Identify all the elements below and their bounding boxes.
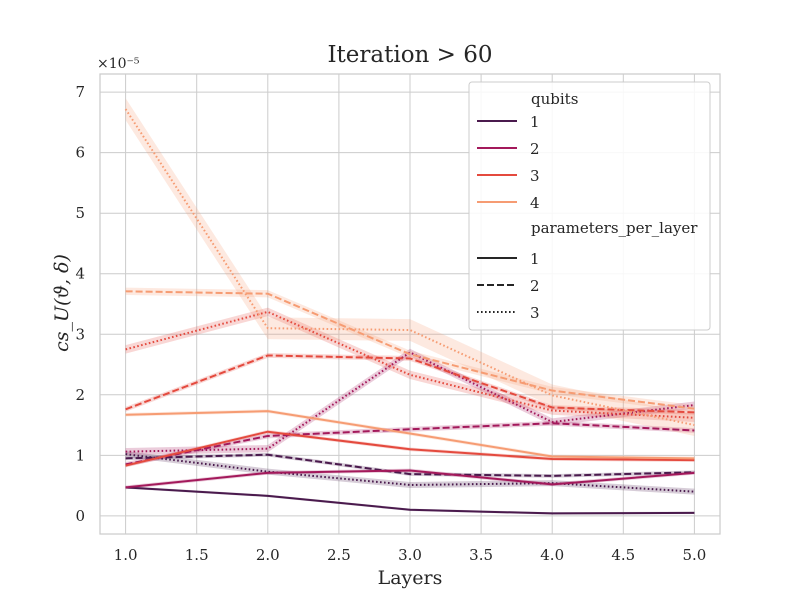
- series-line-q2-p1: [125, 469, 695, 489]
- legend-label-parameters-3: 3: [530, 304, 540, 322]
- legend-label-parameters-2: 2: [530, 277, 540, 295]
- x-tick-label: 4.0: [540, 546, 564, 564]
- y-tick-label: 7: [75, 83, 85, 101]
- legend-title-qubits: qubits: [531, 90, 578, 108]
- y-tick-label: 0: [75, 507, 85, 525]
- legend-items: qubits 1 2 3 4 parameters_per_layer 1 2 3: [477, 90, 698, 322]
- y-tick-label: 2: [75, 386, 85, 404]
- x-tick-label: 4.5: [611, 546, 635, 564]
- series-line-q3-p1: [125, 430, 695, 467]
- band-q4-p1: [125, 409, 695, 461]
- legend: qubits 1 2 3 4 parameters_per_layer 1 2 3: [468, 81, 711, 331]
- x-tick-label: 2.5: [327, 546, 351, 564]
- band-q2-p2: [125, 420, 695, 467]
- y-tick-label: 1: [75, 446, 85, 464]
- legend-box: [468, 81, 711, 331]
- y-tick-label: 5: [75, 204, 85, 222]
- legend-label-qubits-4: 4: [530, 194, 540, 212]
- band-q3-p2: [125, 353, 695, 415]
- series-line-q2-p2: [125, 422, 695, 466]
- y-tick-label: 6: [75, 144, 85, 162]
- series-line-q1-p1: [125, 486, 695, 515]
- x-tick-label: 3.0: [398, 546, 422, 564]
- series-line-q4-p2: [125, 290, 695, 410]
- y-axis-multiplier: ×10⁻⁵: [97, 56, 140, 72]
- band-q1-p2: [125, 452, 695, 478]
- legend-label-qubits-1: 1: [530, 113, 540, 131]
- series-line-q4-p3: [124, 108, 695, 427]
- x-tick-label: 1.5: [185, 546, 209, 564]
- series-line-q4-p1: [125, 410, 695, 460]
- chart-title: Iteration > 60: [327, 42, 492, 68]
- y-tick-label: 3: [75, 325, 85, 343]
- x-tick-label: 2.0: [256, 546, 280, 564]
- series-lines: [124, 108, 695, 515]
- y-tick-label: 4: [75, 265, 85, 283]
- series-line-q3-p2: [125, 354, 695, 414]
- x-tick-label: 3.5: [469, 546, 493, 564]
- y-tick-labels: 0 1 2 3 4 5 6 7: [75, 83, 85, 525]
- x-tick-label: 1.0: [114, 546, 138, 564]
- series-line-q3-p3: [125, 310, 695, 419]
- band-q4-p2: [125, 287, 695, 413]
- x-tick-label: 5.0: [682, 546, 706, 564]
- x-tick-labels: 1.0 1.5 2.0 2.5 3.0 3.5 4.0 4.5 5.0: [114, 546, 707, 564]
- legend-title-parameters: parameters_per_layer: [531, 219, 698, 237]
- y-axis-label: cs_U(ϑ, δ): [51, 254, 73, 352]
- series-line-q1-p2: [125, 453, 695, 477]
- x-axis-label: Layers: [378, 567, 443, 589]
- legend-label-qubits-2: 2: [530, 140, 540, 158]
- legend-label-parameters-1: 1: [530, 250, 540, 268]
- plot-frame: [99, 73, 721, 535]
- legend-label-qubits-3: 3: [530, 167, 540, 185]
